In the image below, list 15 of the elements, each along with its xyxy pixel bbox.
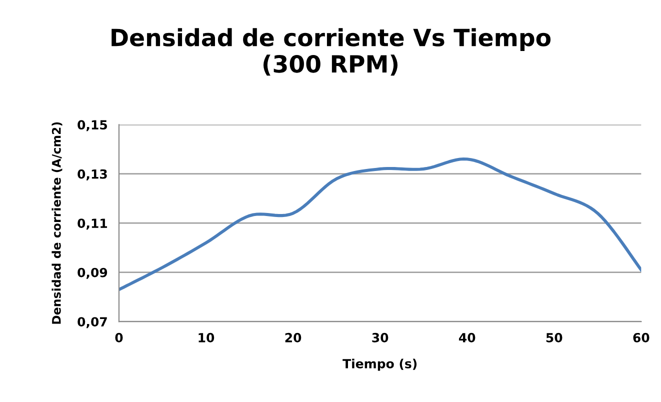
x-tick-label: 10 xyxy=(198,332,214,342)
x-tick-label: 60 xyxy=(633,332,650,342)
y-tick-label: 0,07 xyxy=(78,317,107,328)
x-tick-label: 20 xyxy=(285,332,302,342)
y-axis-title: Densidad de corriente (A/cm2) xyxy=(52,122,62,324)
y-tick-label: 0,11 xyxy=(78,218,108,230)
y-tick-label: 0,09 xyxy=(78,268,108,279)
x-tick-label: 0 xyxy=(115,332,123,342)
y-tick-label: 0,13 xyxy=(78,169,107,180)
chart-title: Densidad de corriente Vs Tiempo (300 RPM) xyxy=(112,28,551,76)
x-axis-title: Tiempo (s) xyxy=(342,358,417,371)
x-tick-label: 30 xyxy=(372,332,388,342)
y-tick-label: 0,15 xyxy=(78,120,107,132)
x-tick-label: 40 xyxy=(458,332,476,342)
x-tick-label: 50 xyxy=(546,332,562,342)
